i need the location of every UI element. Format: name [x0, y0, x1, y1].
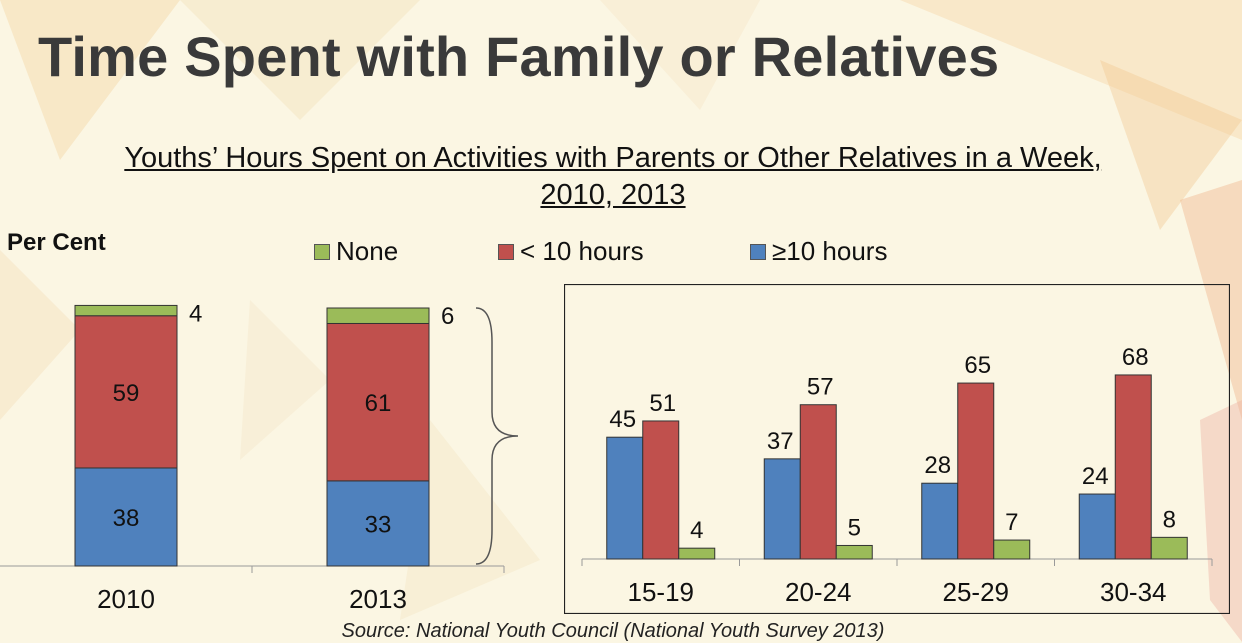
- x-tick-label-25-29: 25-29: [943, 577, 1010, 607]
- bar-20-24-10-hours: [763, 458, 801, 560]
- bar-2013-none: [326, 307, 430, 324]
- bar-2013-10-hours: [326, 480, 430, 567]
- bar-20-24-none: [835, 544, 873, 560]
- legend-item-10-plus: ≥10 hours: [750, 236, 887, 267]
- data-label-20-24-10-hours: 57: [807, 374, 834, 401]
- data-label-2010-10-hours: 59: [113, 380, 140, 407]
- data-label-15-19-10-hours: 45: [609, 406, 636, 433]
- data-label-20-24-10-hours: 37: [767, 428, 794, 455]
- x-tick-label-30-34: 30-34: [1100, 577, 1167, 607]
- data-label-2013-10-hours: 33: [365, 511, 392, 538]
- data-label-25-29-none: 7: [1005, 509, 1018, 536]
- data-label-2010-none: 4: [189, 300, 202, 327]
- grouped-bar-chart: 45 51 4 15-19 37 57 5 20-24 28 65 7 25-29 24 68 8 30-34: [564, 284, 1230, 614]
- data-label-15-19-none: 4: [690, 517, 703, 544]
- data-label-30-34-none: 8: [1163, 506, 1176, 533]
- bar-25-29-10-hours: [957, 382, 995, 560]
- x-tick-label-2013: 2013: [349, 584, 407, 614]
- data-label-30-34-10-hours: 68: [1122, 344, 1149, 371]
- bar-30-34-10-hours: [1078, 493, 1116, 560]
- x-tick-label-15-19: 15-19: [628, 577, 695, 607]
- y-axis-label: Per Cent: [7, 229, 106, 256]
- legend-label-none: None: [336, 236, 399, 266]
- bar-15-19-none: [678, 547, 716, 560]
- x-tick-label-2010: 2010: [97, 584, 155, 614]
- bar-2010-none: [74, 304, 178, 317]
- data-label-25-29-10-hours: 28: [924, 452, 951, 479]
- legend-swatch-10-plus: [750, 243, 766, 260]
- bar-20-24-10-hours: [799, 404, 837, 560]
- data-label-2013-10-hours: 61: [365, 390, 392, 417]
- stacked-bar-chart: 38 59 4 2010 33 61 6 2013: [0, 300, 505, 614]
- chart-title-line-2: 2010, 2013: [540, 179, 686, 211]
- bar-2010-10-hours: [74, 315, 178, 469]
- bar-30-34-none: [1150, 536, 1188, 560]
- legend-item-under-10: < 10 hours: [498, 236, 644, 267]
- legend-label-under-10: < 10 hours: [520, 236, 644, 266]
- data-label-2013-none: 6: [441, 303, 454, 330]
- bar-25-29-10-hours: [921, 482, 959, 560]
- x-tick-label-20-24: 20-24: [785, 577, 852, 607]
- slide-title: Time Spent with Family or Relatives: [38, 25, 1000, 88]
- grouping-brace: [475, 307, 519, 565]
- legend-label-10-plus: ≥10 hours: [772, 236, 888, 266]
- bar-30-34-10-hours: [1114, 374, 1152, 560]
- bar-15-19-10-hours: [606, 436, 644, 560]
- bar-15-19-10-hours: [642, 420, 680, 560]
- data-label-30-34-10-hours: 24: [1082, 463, 1109, 490]
- source-note: Source: National Youth Council (National…: [341, 620, 885, 642]
- legend-swatch-none: [314, 243, 330, 260]
- data-label-25-29-10-hours: 65: [964, 352, 991, 379]
- legend-swatch-under-10: [498, 243, 514, 260]
- data-label-20-24-none: 5: [848, 514, 861, 541]
- legend-item-none: None: [314, 236, 398, 267]
- data-label-15-19-10-hours: 51: [649, 390, 676, 417]
- legend: None < 10 hours ≥10 hours: [0, 236, 1000, 270]
- chart-title: Youths’ Hours Spent on Activities with P…: [0, 140, 1226, 214]
- bar-2010-10-hours: [74, 467, 178, 567]
- chart-frame: [564, 284, 1230, 614]
- chart-title-line-1: Youths’ Hours Spent on Activities with P…: [124, 142, 1102, 174]
- data-label-2010-10-hours: 38: [113, 505, 140, 532]
- bar-25-29-none: [993, 539, 1031, 560]
